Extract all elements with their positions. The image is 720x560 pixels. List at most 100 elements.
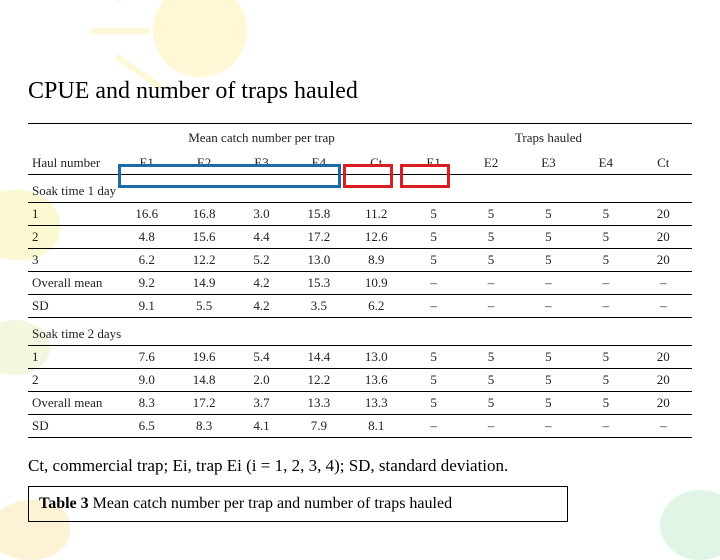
table-cell: 6.2 bbox=[118, 249, 175, 272]
table-cell: 5 bbox=[577, 249, 634, 272]
table-cell: – bbox=[577, 295, 634, 318]
table-cell: 13.3 bbox=[348, 392, 405, 415]
section-header-row: Soak time 1 day bbox=[28, 175, 692, 203]
table-cell: – bbox=[462, 272, 519, 295]
table-cell: 3 bbox=[28, 249, 118, 272]
table-cell: 5 bbox=[462, 203, 519, 226]
table-cell: – bbox=[405, 272, 462, 295]
table-cell: 1 bbox=[28, 203, 118, 226]
table-cell: 4.8 bbox=[118, 226, 175, 249]
table-cell: 11.2 bbox=[348, 203, 405, 226]
table-cell: 20 bbox=[635, 346, 692, 369]
table-cell: 5 bbox=[520, 346, 577, 369]
table-cell: 5 bbox=[462, 392, 519, 415]
slide-title: CPUE and number of traps hauled bbox=[28, 78, 692, 105]
table-cell: 12.2 bbox=[290, 369, 347, 392]
table-cell: 20 bbox=[635, 203, 692, 226]
table-cell: 15.3 bbox=[290, 272, 347, 295]
table-row: SD9.15.54.23.56.2––––– bbox=[28, 295, 692, 318]
caption-text: Mean catch number per trap and number of… bbox=[89, 495, 452, 512]
table-row: Overall mean8.317.23.713.313.3555520 bbox=[28, 392, 692, 415]
table-cell: 5 bbox=[520, 226, 577, 249]
table-cell: 15.6 bbox=[175, 226, 232, 249]
col-e3-b: E3 bbox=[520, 152, 577, 175]
table-cell: 9.2 bbox=[118, 272, 175, 295]
table-cell: 5 bbox=[405, 392, 462, 415]
table-row: SD6.58.34.17.98.1––––– bbox=[28, 415, 692, 438]
table-cell: 13.6 bbox=[348, 369, 405, 392]
table-cell: – bbox=[635, 272, 692, 295]
table-cell: 12.2 bbox=[175, 249, 232, 272]
table-cell: 15.8 bbox=[290, 203, 347, 226]
table-cell: 19.6 bbox=[175, 346, 232, 369]
table-cell: 5 bbox=[462, 249, 519, 272]
group-header-hauled: Traps hauled bbox=[405, 124, 692, 153]
table-cell: 5 bbox=[520, 392, 577, 415]
table-cell: 1 bbox=[28, 346, 118, 369]
table-cell: 5 bbox=[405, 369, 462, 392]
table-cell: 5.4 bbox=[233, 346, 290, 369]
table-cell: 13.0 bbox=[290, 249, 347, 272]
col-e4-b: E4 bbox=[577, 152, 634, 175]
table-cell: 7.6 bbox=[118, 346, 175, 369]
table-cell: – bbox=[405, 415, 462, 438]
data-table: Mean catch number per trap Traps hauled … bbox=[28, 123, 692, 438]
table-cell: 8.1 bbox=[348, 415, 405, 438]
table-cell: 5 bbox=[462, 369, 519, 392]
section-label: Soak time 2 days bbox=[28, 318, 692, 346]
table-cell: 5 bbox=[462, 226, 519, 249]
table-cell: 20 bbox=[635, 226, 692, 249]
table-row: 24.815.64.417.212.6555520 bbox=[28, 226, 692, 249]
table-cell: 3.7 bbox=[233, 392, 290, 415]
table-cell: 8.3 bbox=[118, 392, 175, 415]
table-cell: 2 bbox=[28, 226, 118, 249]
group-header-mean: Mean catch number per trap bbox=[118, 124, 405, 153]
table-cell: – bbox=[462, 295, 519, 318]
table-group-header-row: Mean catch number per trap Traps hauled bbox=[28, 124, 692, 153]
table-cell: SD bbox=[28, 415, 118, 438]
table-cell: 2 bbox=[28, 369, 118, 392]
col-e3-a: E3 bbox=[233, 152, 290, 175]
table-cell: – bbox=[520, 415, 577, 438]
table-cell: 20 bbox=[635, 392, 692, 415]
table-cell: 10.9 bbox=[348, 272, 405, 295]
table-cell: – bbox=[405, 295, 462, 318]
table-cell: 5 bbox=[405, 249, 462, 272]
table-cell: 13.3 bbox=[290, 392, 347, 415]
caption-label: Table 3 bbox=[39, 495, 89, 512]
section-label: Soak time 1 day bbox=[28, 175, 692, 203]
table-cell: – bbox=[462, 415, 519, 438]
table-cell: 20 bbox=[635, 369, 692, 392]
table-row: 116.616.83.015.811.2555520 bbox=[28, 203, 692, 226]
table-cell: 8.9 bbox=[348, 249, 405, 272]
table-cell: 5 bbox=[577, 369, 634, 392]
table-footnote: Ct, commercial trap; Ei, trap Ei (i = 1,… bbox=[28, 456, 692, 476]
table-cell: 5 bbox=[577, 392, 634, 415]
table-cell: SD bbox=[28, 295, 118, 318]
table-cell: 5 bbox=[577, 226, 634, 249]
table-column-header-row: Haul number E1 E2 E3 E4 Ct E1 E2 E3 E4 C… bbox=[28, 152, 692, 175]
data-table-container: Mean catch number per trap Traps hauled … bbox=[28, 123, 692, 438]
table-cell: – bbox=[520, 295, 577, 318]
table-cell: – bbox=[577, 415, 634, 438]
table-cell: Overall mean bbox=[28, 392, 118, 415]
col-e1-b: E1 bbox=[405, 152, 462, 175]
table-cell: 4.1 bbox=[233, 415, 290, 438]
table-cell: 5.2 bbox=[233, 249, 290, 272]
table-cell: – bbox=[635, 415, 692, 438]
table-row: 36.212.25.213.08.9555520 bbox=[28, 249, 692, 272]
table-cell: 17.2 bbox=[290, 226, 347, 249]
table-cell: 4.2 bbox=[233, 295, 290, 318]
table-cell: 5 bbox=[405, 346, 462, 369]
table-cell: 5.5 bbox=[175, 295, 232, 318]
table-cell: 3.5 bbox=[290, 295, 347, 318]
table-caption: Table 3 Mean catch number per trap and n… bbox=[28, 486, 568, 522]
table-cell: 14.8 bbox=[175, 369, 232, 392]
table-cell: 3.0 bbox=[233, 203, 290, 226]
table-cell: 5 bbox=[520, 249, 577, 272]
table-cell: 5 bbox=[405, 226, 462, 249]
table-cell: – bbox=[520, 272, 577, 295]
table-cell: 14.4 bbox=[290, 346, 347, 369]
col-e2-a: E2 bbox=[175, 152, 232, 175]
col-e1-a: E1 bbox=[118, 152, 175, 175]
